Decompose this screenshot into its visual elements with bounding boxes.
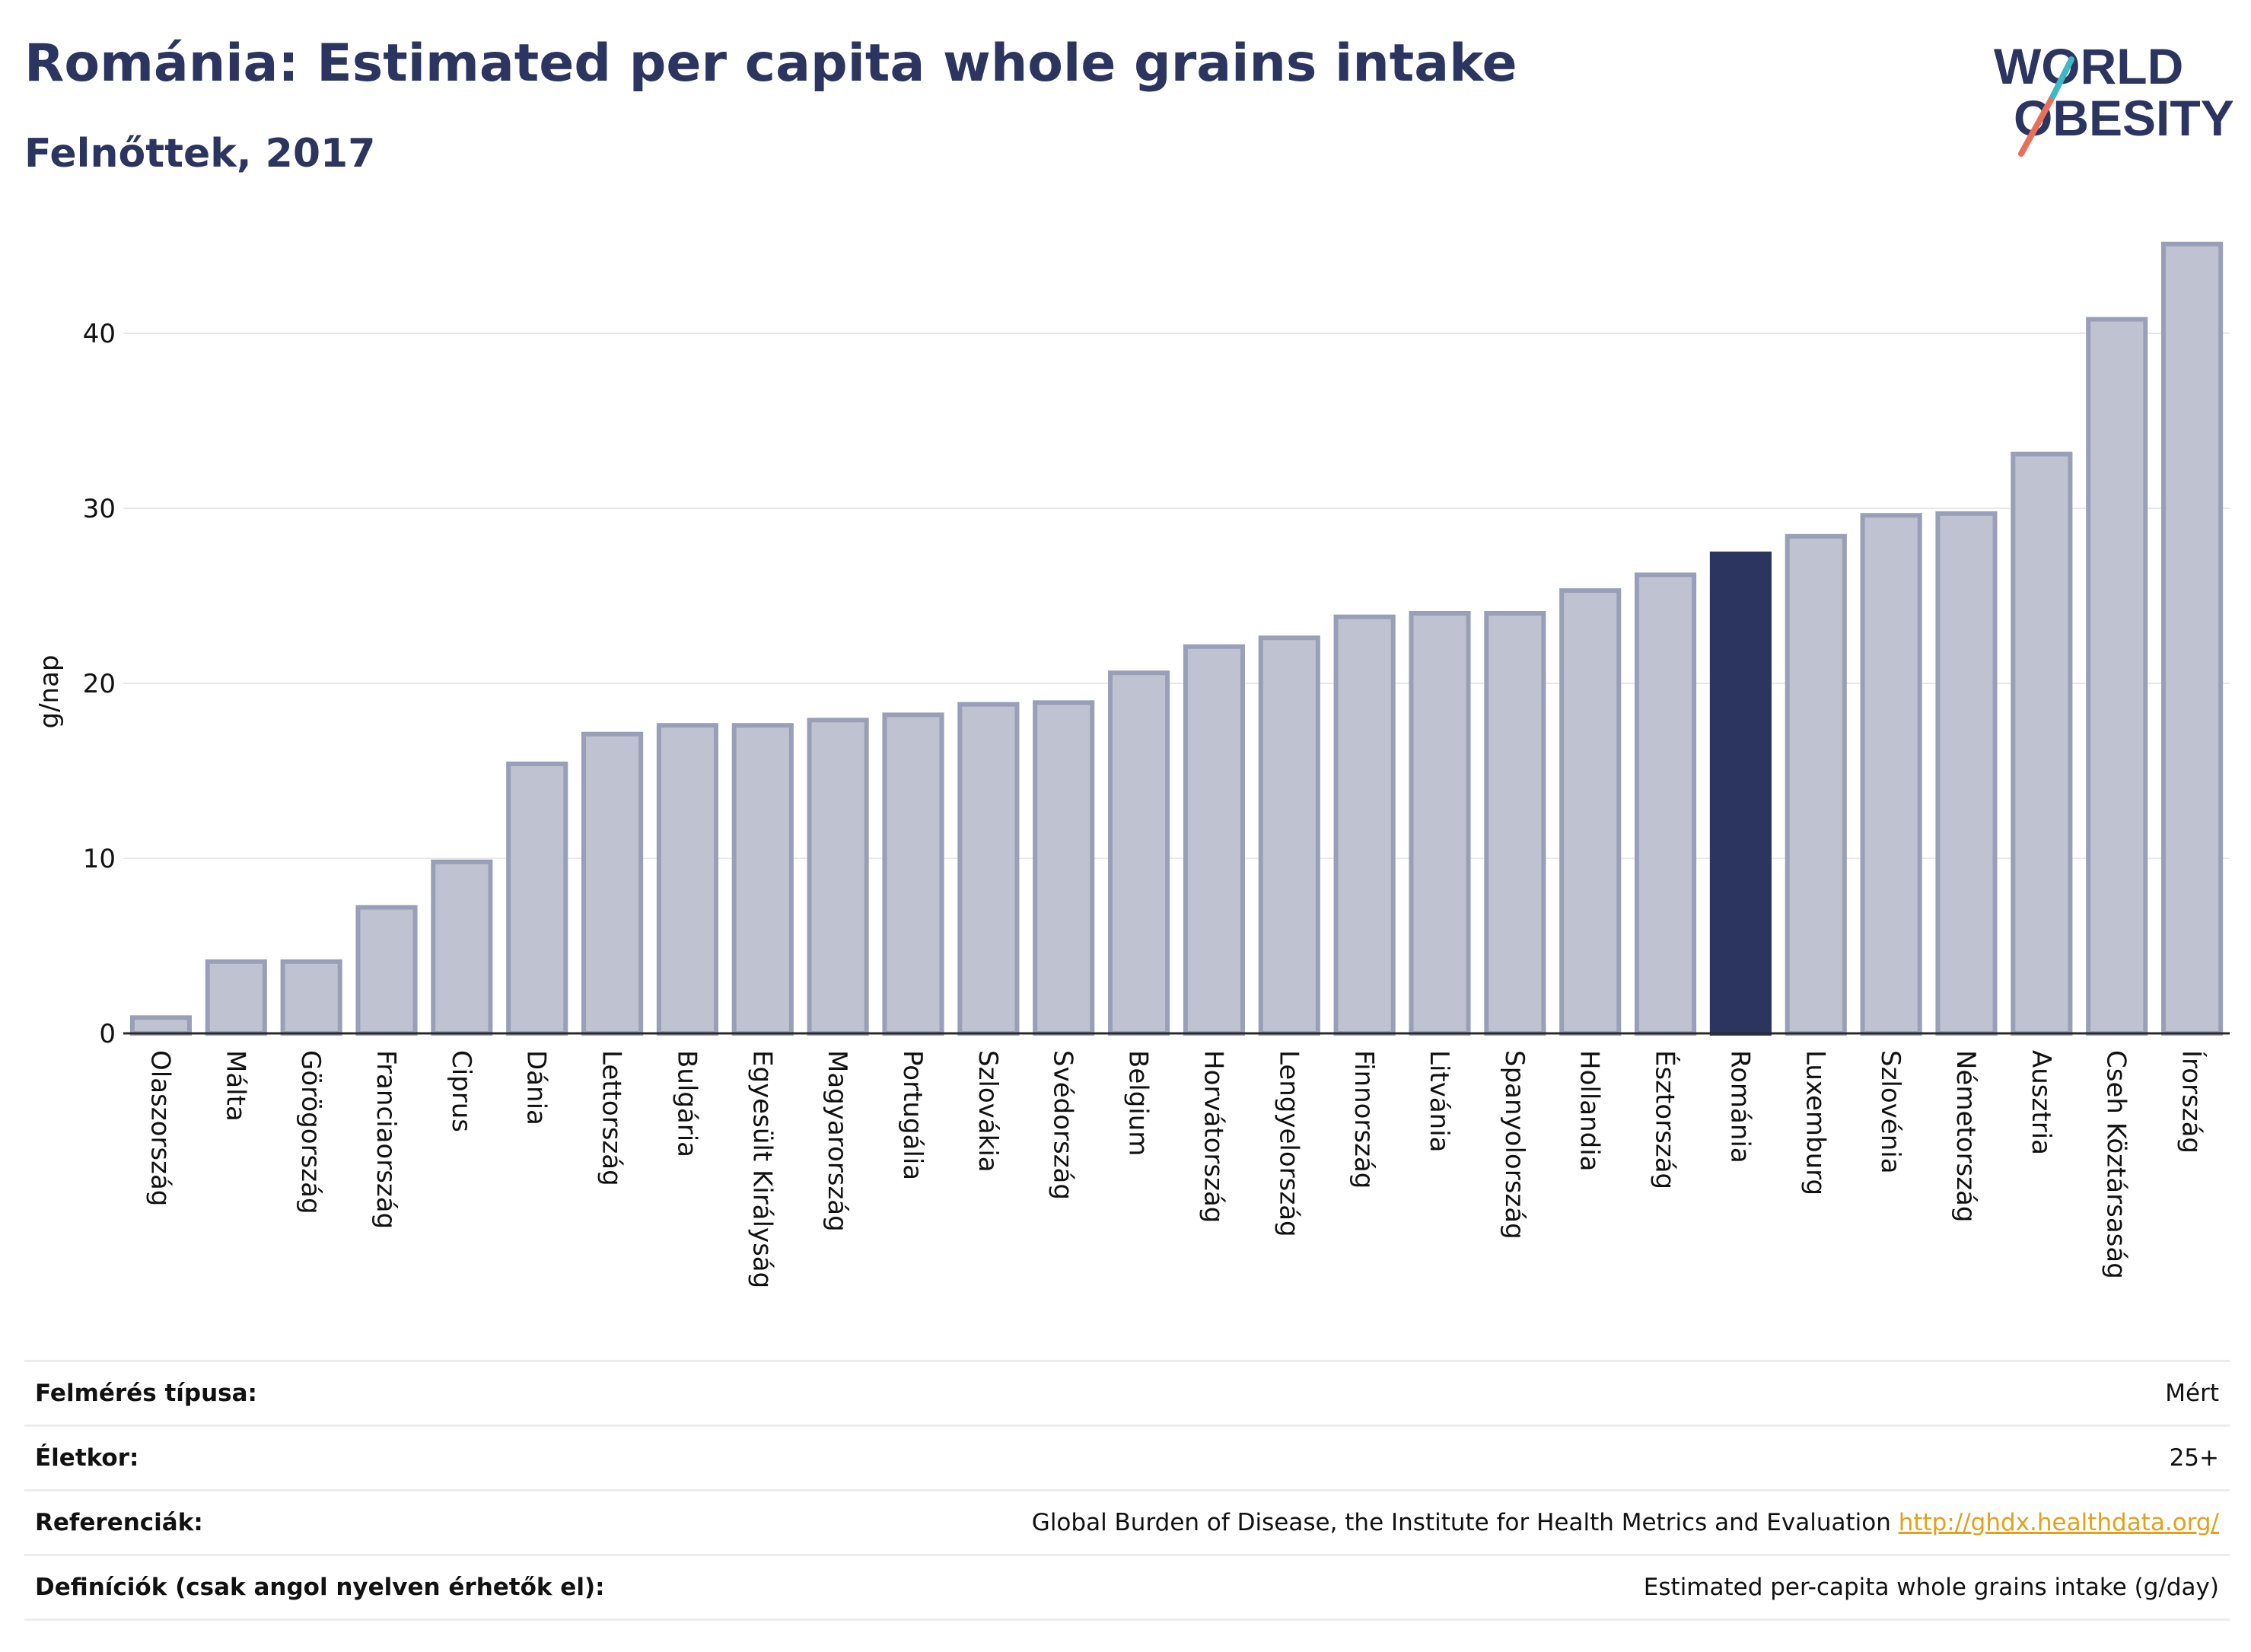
bar [1333,614,1396,1036]
y-tick-label: 0 [99,1019,116,1049]
bar [205,959,267,1036]
info-row-references: Referenciák: Global Burden of Disease, t… [24,1489,2230,1554]
info-value: Global Burden of Disease, the Institute … [1031,1509,1891,1536]
x-axis-ticks: Olaszország Málta Görögország Franciaország… [145,1050,2207,1288]
bar [280,959,342,1036]
bar [731,723,794,1036]
x-tick-label: Horvátország [1198,1050,1228,1223]
x-tick-label: Görögország [295,1050,326,1214]
y-axis-label: g/nap [34,654,65,728]
y-tick-label: 30 [83,494,116,524]
bar [1635,572,1697,1036]
x-tick-label: Ciprus [446,1050,476,1132]
x-tick-label: Szlovákia [973,1050,1003,1173]
bar-chart: 0 10 20 30 40 Olaszország Málta Görögország Fra… [34,241,2230,1288]
bar [1559,588,1622,1036]
bar [807,718,869,1036]
bar [1183,644,1245,1036]
y-axis-ticks: 0 10 20 30 40 [83,319,116,1049]
info-label: Felmérés típusa: [35,1380,257,1407]
info-value: Mért [2165,1380,2219,1407]
info-label: Referenciák: [35,1509,203,1536]
bar [2086,317,2148,1036]
info-value: Estimated per-capita whole grains intake… [1643,1574,2219,1601]
bar [506,761,568,1036]
bar [2161,241,2224,1036]
x-tick-label: Málta [220,1050,250,1122]
x-tick-label: Dánia [521,1050,552,1125]
bar [431,859,493,1036]
x-tick-label: Szlovénia [1875,1050,1906,1174]
bar [1409,611,1471,1036]
info-table: Felmérés típusa: Mért Életkor: 25+ Refer… [24,1360,2230,1621]
bar [1785,533,1847,1036]
info-row-age: Életkor: 25+ [24,1424,2230,1489]
info-row-survey-type: Felmérés típusa: Mért [24,1360,2230,1424]
x-tick-label: Belgium [1123,1050,1154,1156]
bar [1108,670,1170,1036]
bar-highlight [1709,551,1772,1036]
x-tick-label: Spanyolország [1499,1050,1530,1240]
bar [1860,513,1922,1036]
x-tick-label: Románia [1724,1050,1755,1163]
y-tick-label: 40 [83,319,116,349]
x-tick-label: Finnország [1348,1050,1379,1189]
x-tick-label: Bulgária [671,1050,702,1157]
x-tick-label: Franciaország [371,1050,401,1229]
logo-line1: WORLD [1994,38,2183,94]
x-tick-label: Lengyelország [1273,1050,1304,1237]
x-tick-label: Cseh Köztársaság [2101,1050,2132,1279]
info-label: Definíciók (csak angol nyelven érhetők e… [35,1574,605,1601]
bar [957,702,1020,1036]
bar [355,905,418,1036]
x-tick-label: Olaszország [145,1050,175,1206]
bar [882,712,944,1036]
x-tick-label: Egyesült Királyság [747,1050,777,1288]
x-tick-label: Litvánia [1424,1050,1454,1153]
info-value: 25+ [2169,1444,2219,1472]
bar [2011,451,2073,1036]
x-tick-label: Észtország [1650,1050,1681,1189]
info-value-wrap: Global Burden of Disease, the Institute … [1032,1509,2219,1536]
x-tick-label: Luxemburg [1800,1050,1830,1195]
chart-subtitle: Felnőttek, 2017 [24,131,376,177]
bar [656,723,718,1036]
x-tick-label: Németország [1950,1050,1981,1222]
bar [1935,511,1998,1036]
y-tick-label: 20 [83,669,116,699]
world-obesity-logo: WORLD OBESITY [1979,23,2237,160]
bar [1484,611,1546,1036]
x-tick-label: Ausztria [2026,1050,2056,1155]
bar [581,731,644,1036]
x-tick-label: Írország [2176,1050,2208,1154]
x-tick-label: Lettország [597,1050,627,1186]
info-row-definitions: Definíciók (csak angol nyelven érhetők e… [24,1554,2230,1621]
info-label: Életkor: [35,1444,139,1472]
x-tick-label: Portugália [897,1050,928,1180]
x-tick-label: Hollandia [1574,1050,1605,1172]
bar [1258,635,1320,1036]
bar [129,1015,192,1036]
x-tick-label: Magyarország [822,1050,852,1232]
chart-title: Románia: Estimated per capita whole grai… [24,33,1517,94]
x-tick-label: Svédország [1048,1050,1078,1200]
bar [1033,700,1095,1036]
bars [129,241,2224,1036]
reference-link[interactable]: http://ghdx.healthdata.org/ [1898,1509,2219,1536]
y-tick-label: 10 [83,844,116,874]
